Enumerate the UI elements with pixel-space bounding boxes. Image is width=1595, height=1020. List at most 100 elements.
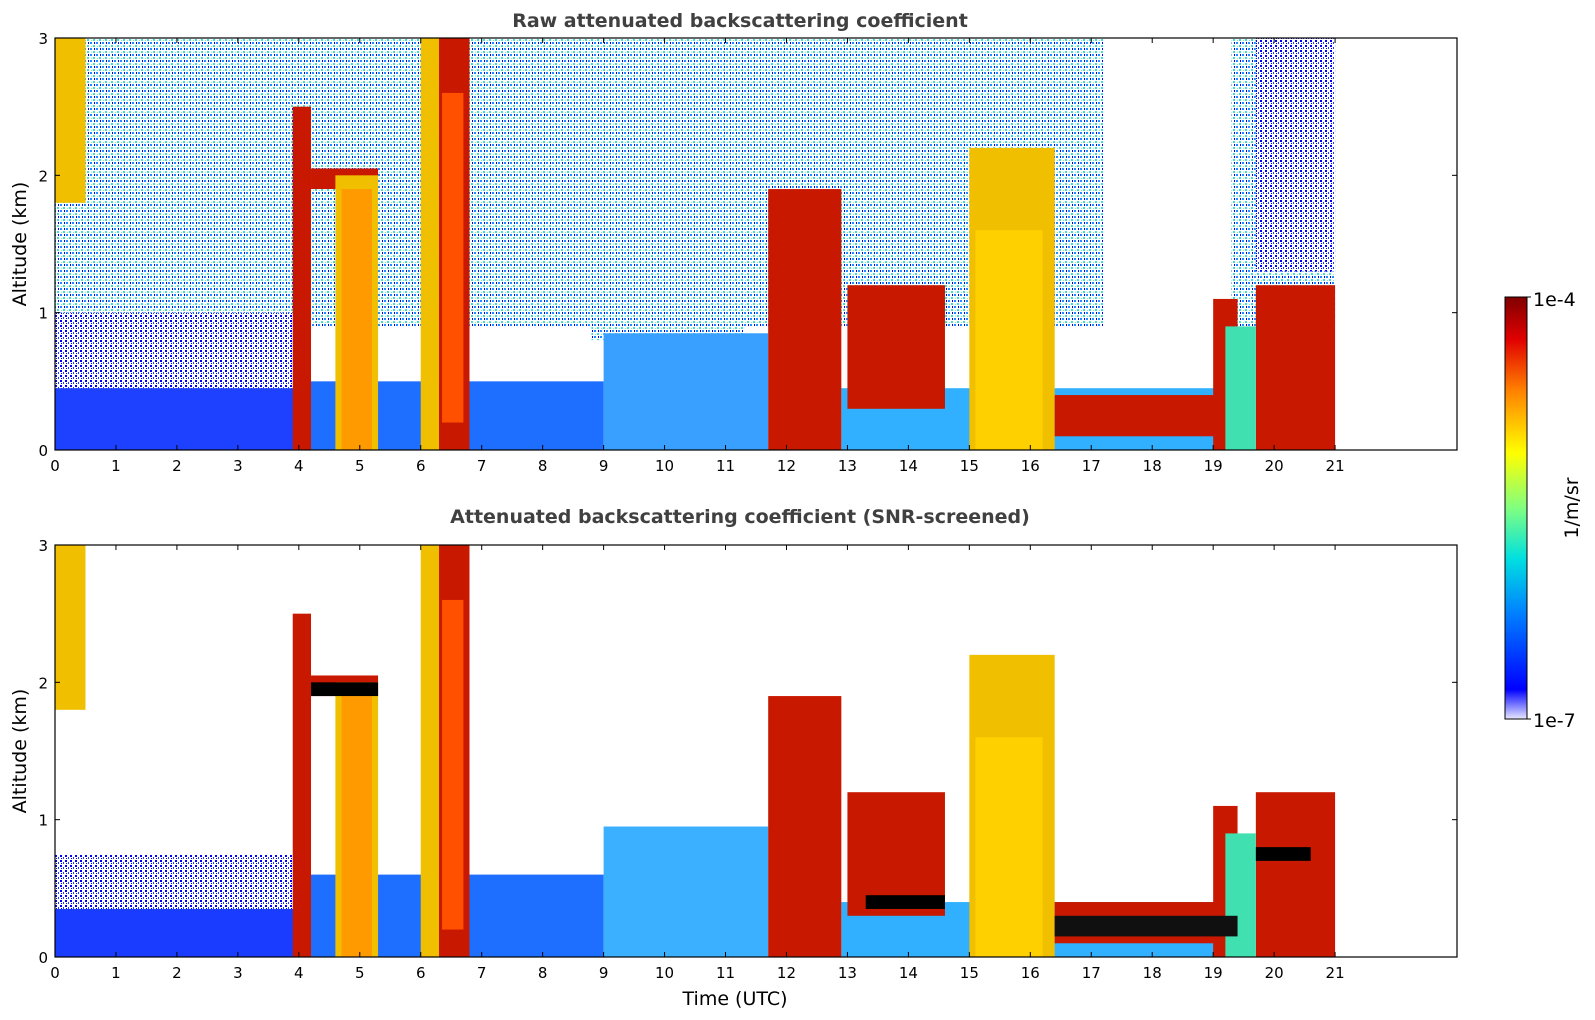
colorbar-min-label: 1e-7: [1533, 710, 1576, 732]
y-tick-label: 2: [38, 674, 48, 692]
backscatter-feature: [847, 285, 945, 409]
y-tick-label: 0: [38, 949, 48, 967]
x-tick-label: 20: [1265, 457, 1284, 475]
backscatter-feature: [975, 230, 1043, 450]
backscatter-feature: [341, 696, 372, 957]
backscatter-feature: [292, 106, 312, 451]
backscatter-feature: [1054, 395, 1238, 437]
plot-frame: [54, 37, 1458, 451]
noise-region: [591, 38, 744, 341]
x-tick-label: 5: [355, 964, 365, 982]
x-tick-label: 2: [172, 964, 182, 982]
x-tick-label: 4: [294, 457, 304, 475]
y-tick-label: 2: [38, 167, 48, 185]
backscatter-feature: [1255, 792, 1336, 957]
snr-screened-backscatter-panel: Attenuated backscattering coefficient (S…: [9, 506, 1458, 1010]
noise-region: [55, 854, 299, 909]
x-tick-label: 10: [655, 457, 674, 475]
x-tick-label: 19: [1204, 964, 1223, 982]
x-tick-label: 13: [838, 964, 857, 982]
x-tick-label: 16: [1021, 964, 1040, 982]
x-tick-label: 10: [655, 964, 674, 982]
x-tick-label: 3: [233, 964, 243, 982]
x-tick-label: 16: [1021, 457, 1040, 475]
x-tick-label: 12: [777, 964, 796, 982]
y-tick-label: 1: [38, 812, 48, 830]
x-tick-label: 15: [960, 457, 979, 475]
plot-frame: [54, 544, 1458, 958]
colorbar: 1e-4 1e-7 1/m/sr: [1504, 289, 1583, 732]
panel-title: Attenuated backscattering coefficient (S…: [450, 506, 1030, 528]
cloud-top: [311, 682, 379, 697]
panel-title: Raw attenuated backscattering coefficien…: [512, 10, 968, 32]
noise-region: [1255, 38, 1336, 272]
y-tick-label: 3: [38, 30, 48, 48]
backscatter-feature: [292, 613, 312, 957]
x-tick-label: 21: [1326, 457, 1345, 475]
x-tick-label: 8: [538, 457, 548, 475]
boundary-layer: [603, 333, 769, 450]
x-tick-label: 0: [50, 964, 60, 982]
y-axis-label: Altitude (km): [9, 689, 31, 814]
y-tick-label: 3: [38, 537, 48, 555]
backscatter-feature: [1255, 285, 1336, 450]
backscatter-feature: [442, 92, 464, 423]
x-tick-label: 8: [538, 964, 548, 982]
x-tick-label: 5: [355, 457, 365, 475]
x-tick-label: 6: [416, 964, 426, 982]
backscatter-feature: [975, 737, 1043, 957]
x-tick-label: 6: [416, 457, 426, 475]
boundary-layer: [603, 826, 769, 957]
x-tick-label: 0: [50, 457, 60, 475]
plot-area: [55, 38, 1336, 451]
y-axis-label: Altitude (km): [9, 182, 31, 307]
x-tick-label: 1: [111, 457, 121, 475]
backscatter-feature: [768, 189, 842, 451]
x-tick-label: 9: [599, 964, 609, 982]
raw-backscatter-panel: Raw attenuated backscattering coefficien…: [9, 10, 1458, 475]
x-tick-label: 14: [899, 457, 918, 475]
backscatter-feature: [420, 38, 440, 450]
cloud-top: [1255, 847, 1311, 861]
boundary-layer: [55, 388, 299, 450]
x-tick-label: 7: [477, 964, 487, 982]
colorbar-gradient: [1504, 296, 1528, 720]
backscatter-feature: [341, 189, 372, 451]
colorbar-label: 1/m/sr: [1561, 477, 1583, 538]
backscatter-feature: [1225, 833, 1256, 957]
x-tick-label: 20: [1265, 964, 1284, 982]
x-tick-label: 17: [1082, 457, 1101, 475]
backscatter-feature: [55, 545, 86, 710]
empty-region: [1103, 38, 1232, 382]
x-tick-label: 3: [233, 457, 243, 475]
y-tick-label: 1: [38, 305, 48, 323]
cloud-top: [1054, 915, 1238, 937]
x-tick-label: 18: [1143, 457, 1162, 475]
x-axis-label: Time (UTC): [682, 988, 788, 1010]
x-tick-label: 9: [599, 457, 609, 475]
plot-area: [55, 545, 1336, 957]
backscatter-feature: [768, 696, 842, 957]
x-tick-label: 4: [294, 964, 304, 982]
cloud-top: [865, 895, 945, 909]
backscatter-feature: [420, 545, 440, 957]
x-tick-label: 21: [1326, 964, 1345, 982]
x-tick-label: 11: [716, 457, 735, 475]
x-tick-label: 19: [1204, 457, 1223, 475]
backscatter-feature: [1225, 326, 1256, 450]
noise-region: [55, 312, 299, 396]
x-tick-label: 13: [838, 457, 857, 475]
x-tick-label: 18: [1143, 964, 1162, 982]
x-tick-label: 1: [111, 964, 121, 982]
x-tick-label: 2: [172, 457, 182, 475]
y-tick-label: 0: [38, 442, 48, 460]
colorbar-max-label: 1e-4: [1533, 289, 1576, 311]
x-tick-label: 15: [960, 964, 979, 982]
backscatter-feature: [55, 38, 86, 203]
x-tick-label: 11: [716, 964, 735, 982]
x-tick-label: 7: [477, 457, 487, 475]
x-tick-label: 17: [1082, 964, 1101, 982]
